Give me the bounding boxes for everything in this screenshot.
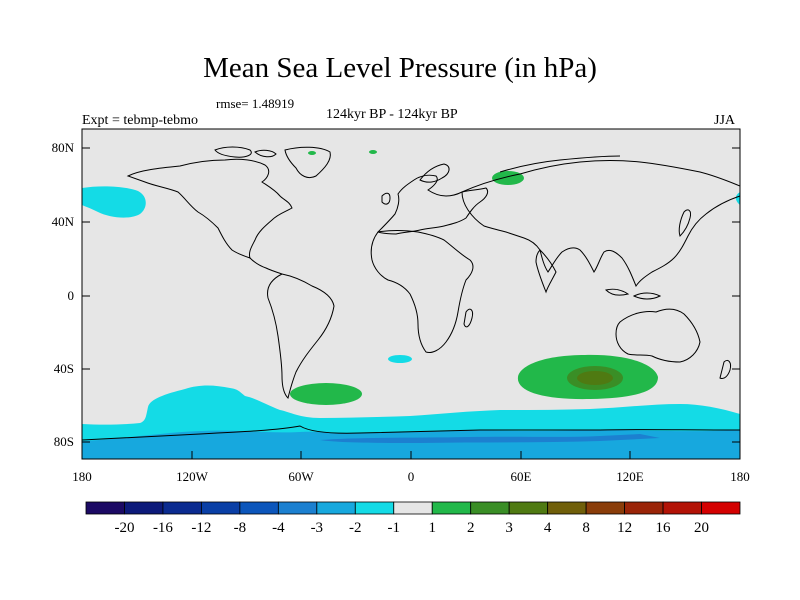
colorbar-swatch	[393, 501, 433, 515]
lon-label-120w: 120W	[176, 469, 208, 484]
colorbar-swatch	[316, 501, 356, 515]
indian-ocean-positive-peak	[577, 371, 613, 385]
colorbar-swatch	[85, 501, 125, 515]
colorbar-label: 8	[582, 520, 590, 536]
south-atlantic-positive-anomaly	[290, 383, 362, 405]
colorbar-swatch	[431, 501, 472, 515]
colorbar-swatch	[470, 501, 510, 515]
arctic-positive-anomaly	[308, 151, 316, 155]
colorbar-label: 3	[505, 520, 513, 536]
experiment-label: Expt = tebmp-tebmo	[82, 113, 198, 128]
colorbar-label: -16	[152, 520, 173, 536]
colorbar-label: -4	[272, 520, 285, 536]
lat-label-40n: 40N	[51, 214, 74, 229]
colorbar-swatch	[162, 501, 202, 515]
colorbar-label: -1	[387, 520, 401, 536]
colorbar-swatch	[701, 501, 741, 515]
colorbar-label: 16	[655, 520, 671, 536]
colorbar-swatch	[124, 501, 164, 515]
lon-ticks	[81, 451, 741, 459]
colorbar-label: -2	[349, 520, 362, 536]
colorbar-label: -20	[114, 520, 135, 536]
lon-label-60w: 60W	[288, 469, 314, 484]
colorbar-swatch	[508, 501, 549, 515]
colorbar-label: 12	[617, 520, 633, 536]
north-pacific-anomaly	[82, 186, 146, 218]
colorbar-label: -8	[233, 520, 247, 536]
colorbar-swatch	[239, 501, 279, 515]
lon-label-120e: 120E	[616, 469, 644, 484]
season-label: JJA	[714, 113, 736, 128]
lat-label-80s: 80S	[53, 434, 74, 449]
colorbar-swatch	[547, 501, 587, 515]
south-atlantic-anomaly	[388, 355, 412, 363]
colorbar-label: 20	[694, 520, 710, 536]
lat-label-80n: 80N	[51, 140, 74, 155]
antarctic-anomaly-dark	[320, 434, 660, 443]
colorbar-label: -12	[191, 520, 212, 536]
colorbar-label: -3	[310, 520, 324, 536]
period-label: 124kyr BP - 124kyr BP	[326, 107, 458, 122]
colorbar-swatch	[354, 501, 395, 515]
colorbar-swatch	[624, 501, 664, 515]
lat-label-0: 0	[67, 288, 75, 303]
lon-label-60e: 60E	[510, 469, 532, 484]
lat-ticks	[82, 147, 740, 443]
arctic-positive-anomaly-2	[369, 150, 377, 154]
map-title: Mean Sea Level Pressure (in hPa)	[203, 52, 597, 84]
lat-label-40s: 40S	[53, 361, 74, 376]
lon-label-180e: 180	[730, 469, 750, 484]
colorbar-label: 4	[543, 520, 552, 536]
east-edge-anomaly	[735, 192, 740, 205]
colorbar-swatch	[585, 501, 625, 515]
rmse-label: rmse= 1.48919	[216, 96, 295, 111]
colorbar-label: 1	[428, 520, 436, 536]
colorbar-swatch	[277, 501, 318, 515]
colorbar-swatch	[662, 501, 702, 515]
colorbar-label: 2	[466, 520, 475, 536]
coastlines	[82, 146, 740, 441]
lon-label-180w: 180	[72, 469, 92, 484]
lon-label-0: 0	[407, 469, 415, 484]
colorbar-swatch	[201, 501, 241, 515]
